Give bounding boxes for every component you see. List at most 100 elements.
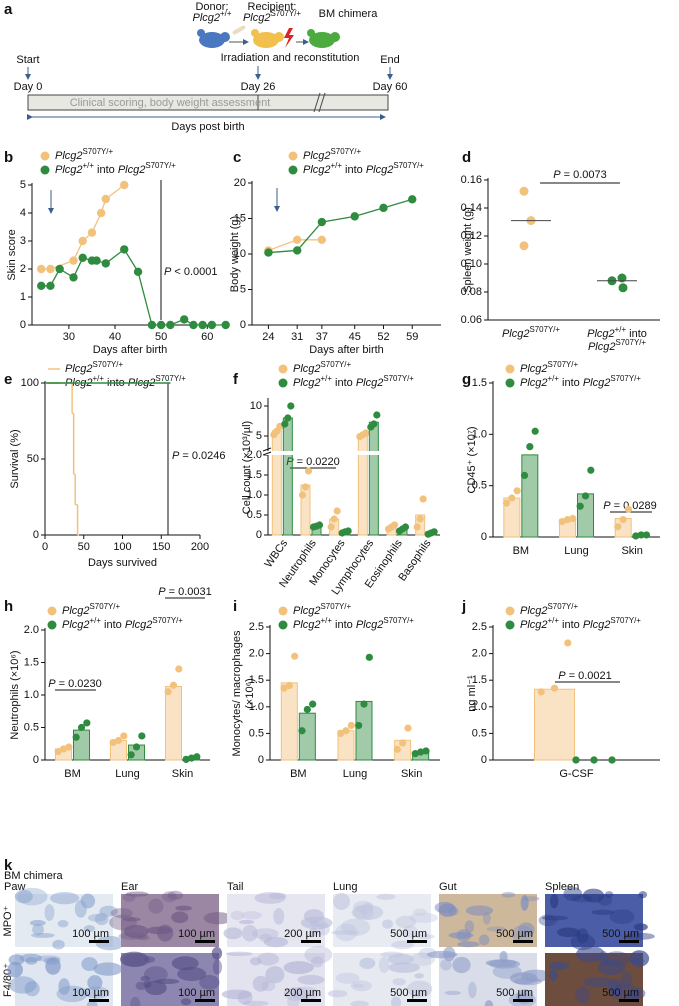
tissue-texture [211, 946, 223, 960]
tissue-texture [155, 978, 180, 985]
x-tick-label: 100 [113, 541, 131, 553]
tissue-texture [395, 915, 417, 929]
data-point [408, 195, 417, 204]
y-tick-label: 3 [20, 235, 26, 247]
data-point [393, 745, 401, 753]
tissue-texture [238, 919, 255, 925]
legend-label: Plcg2+/+ into Plcg2S707Y/+ [520, 616, 641, 631]
y-tick-label: 1.5 [472, 377, 487, 389]
legend-swatch [505, 378, 515, 388]
legend-swatch [40, 151, 50, 161]
y-tick-label: 0.10 [461, 258, 482, 270]
data-point [327, 523, 335, 531]
tissue-texture [443, 946, 456, 962]
scale-bar-label: 500 µm [496, 928, 533, 940]
y-tick-label: 0.08 [461, 286, 482, 298]
legend-label: Plcg2+/+ into Plcg2S707Y/+ [293, 616, 414, 631]
tissue-texture [548, 962, 570, 970]
tissue-texture [378, 956, 390, 973]
tissue-texture [582, 888, 605, 903]
scale-bar [619, 999, 639, 1002]
tissue-texture [171, 956, 199, 971]
tissue-texture [125, 891, 149, 897]
tissue-texture [520, 894, 529, 911]
x-tick-label: 60 [201, 331, 213, 343]
x-axis-title: Days after birth [309, 344, 384, 356]
panel-label: d [462, 149, 471, 166]
y-axis-title: Cell count (×10³/µl) [241, 421, 253, 514]
data-point [581, 492, 590, 500]
data-point [330, 515, 338, 523]
data-point [292, 235, 302, 244]
x-tick-label: Skin [621, 545, 642, 557]
tissue-texture [87, 975, 103, 991]
tissue-texture [486, 926, 507, 932]
y-tick-label: 0.12 [461, 230, 482, 242]
tissue-texture [468, 981, 477, 999]
tissue-texture [465, 905, 494, 916]
tissue-texture [523, 896, 540, 902]
series-line [41, 248, 226, 326]
y-tick-label: 0.5 [24, 721, 39, 733]
y-axis-title: Monocytes/ macrophages(×10⁶) [231, 630, 256, 756]
y-tick-label: 5 [256, 430, 262, 442]
tissue-texture [633, 923, 648, 931]
data-point [264, 248, 273, 257]
scale-bar [513, 940, 533, 943]
data-point [355, 721, 363, 730]
column-label: Lung [333, 881, 357, 893]
tissue-texture [109, 914, 138, 931]
legend-swatch [47, 606, 57, 616]
y-tick-label: 0.14 [461, 202, 482, 214]
tissue-texture [140, 975, 151, 982]
data-point [417, 748, 425, 756]
tissue-texture [120, 951, 149, 967]
data-point [120, 180, 129, 190]
panel-label: j [461, 598, 466, 615]
bar [165, 686, 182, 761]
x-tick-label: 24 [262, 331, 274, 343]
legend-swatch [40, 165, 50, 175]
y-tick-label: 0 [20, 319, 26, 331]
data-point [69, 273, 78, 282]
bar [534, 688, 575, 761]
data-point [531, 427, 539, 435]
tissue-texture [52, 939, 65, 950]
tissue-texture [257, 952, 280, 966]
tissue-texture [19, 953, 42, 963]
legend-label: Plcg2S707Y/+ [55, 147, 113, 162]
scale-bar [407, 999, 427, 1002]
legend-label: Plcg2S707Y/+ [520, 602, 578, 617]
tissue-texture [259, 933, 272, 943]
data-point [69, 256, 78, 265]
data-point [156, 320, 166, 330]
x-tick-label: 200 [191, 541, 209, 553]
row-label: MPO⁺ [2, 905, 14, 936]
y-tick-label: 1.0 [249, 701, 264, 713]
tissue-texture [604, 891, 614, 898]
x-tick-label: BM [290, 768, 307, 780]
tissue-texture [575, 986, 590, 1004]
data-point [54, 747, 62, 756]
y-tick-label: 5 [240, 283, 246, 295]
tissue-texture [340, 918, 371, 936]
tissue-texture [351, 904, 384, 921]
tissue-texture [448, 907, 459, 916]
legend-swatch [505, 606, 515, 616]
annotation: P = 0.0246 [172, 450, 226, 462]
tissue-texture [99, 905, 118, 917]
y-tick-label: 2 [20, 263, 26, 275]
tissue-texture [620, 971, 632, 988]
tissue-texture [414, 973, 424, 979]
bar [577, 493, 594, 538]
y-tick-label: 2.0 [24, 624, 39, 636]
tissue-texture [478, 934, 490, 946]
tissue-texture [57, 920, 69, 928]
tissue-texture [609, 909, 635, 925]
tissue-texture [203, 912, 233, 925]
tissue-texture [603, 951, 630, 967]
tissue-texture [87, 914, 107, 922]
scale-bar [301, 940, 321, 943]
tissue-texture [434, 901, 455, 914]
